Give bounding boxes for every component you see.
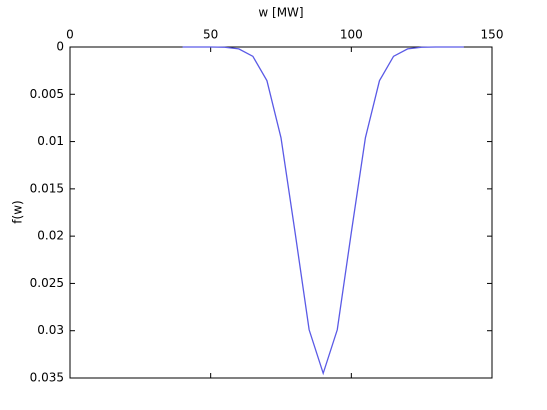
y-tick-label: 0.005 [30, 87, 64, 101]
data-line [182, 46, 464, 376]
y-tick-label: 0.015 [30, 181, 64, 195]
x-tick-label: 0 [66, 28, 74, 42]
y-tick-label: 0 [56, 40, 64, 54]
y-axis-label: f(w) [11, 200, 25, 223]
plot-frame [69, 46, 493, 379]
x-tick-label: 150 [481, 28, 504, 42]
x-axis-label: w [MW] [258, 6, 303, 20]
y-tick-label: 0.025 [30, 276, 64, 290]
y-tick-label: 0.02 [37, 229, 64, 243]
y-tick-label: 0.035 [30, 371, 64, 385]
x-tick-label: 100 [340, 28, 363, 42]
y-tick-label: 0.01 [37, 134, 64, 148]
x-tick-label: 50 [203, 28, 218, 42]
y-tick-label: 0.03 [37, 323, 64, 337]
